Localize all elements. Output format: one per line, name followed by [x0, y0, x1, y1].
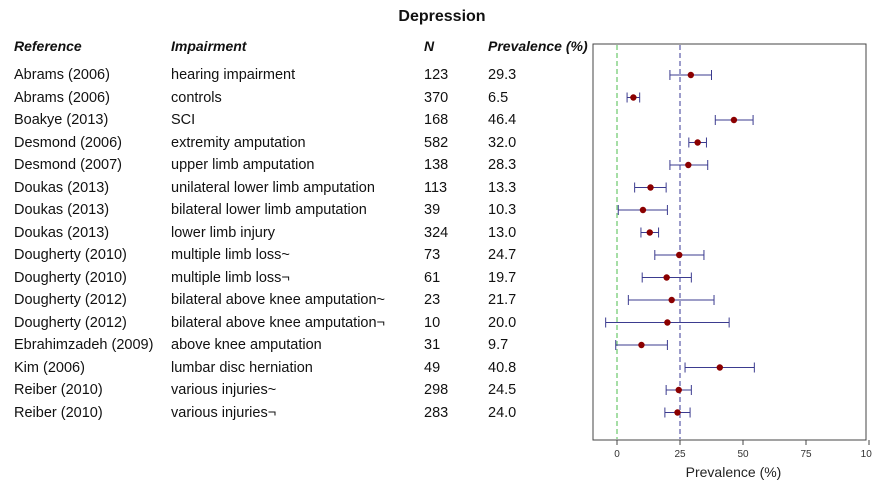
point-estimate	[687, 71, 695, 79]
n-cell: 298	[424, 382, 449, 398]
point-estimate	[730, 116, 738, 124]
x-tick-label: 25	[674, 449, 686, 460]
reference-cell: Ebrahimzadeh (2009)	[14, 337, 154, 353]
reference-cell: Doukas (2013)	[14, 202, 110, 218]
reference-cell: Doukas (2013)	[14, 224, 110, 241]
prevalence-cell: 40.8	[488, 359, 517, 376]
impairment-cell: extremity amputation	[171, 134, 306, 151]
n-cell: 283	[424, 404, 449, 421]
n-cell: 61	[424, 269, 441, 286]
header-reference: Reference	[14, 38, 82, 54]
prevalence-cell: 46.4	[488, 112, 517, 128]
reference-cell: Abrams (2006)	[14, 67, 110, 83]
prevalence-cell: 28.3	[488, 157, 517, 173]
n-cell: 113	[424, 179, 448, 196]
prevalence-cell: 32.0	[488, 134, 517, 151]
impairment-cell: above knee amputation	[171, 337, 322, 353]
point-estimate	[663, 274, 670, 281]
impairment-cell: hearing impairment	[171, 67, 296, 83]
reference-cell: Kim (2006)	[14, 359, 85, 376]
impairment-cell: multiple limb loss¬	[171, 269, 290, 286]
point-estimate	[647, 184, 654, 191]
prevalence-cell: 24.5	[488, 382, 517, 398]
reference-cell: Dougherty (2010)	[14, 269, 127, 286]
point-estimate	[716, 364, 724, 371]
reference-cell: Dougherty (2012)	[14, 292, 127, 308]
point-estimate	[646, 229, 653, 236]
x-tick-label: 100	[861, 449, 872, 460]
x-tick-label: 75	[800, 449, 812, 460]
impairment-cell: various injuries¬	[171, 404, 277, 421]
impairment-cell: multiple limb loss~	[171, 247, 290, 263]
prevalence-cell: 13.3	[488, 179, 517, 196]
prevalence-cell: 19.7	[488, 269, 517, 286]
reference-cell: Reiber (2010)	[14, 382, 103, 398]
point-estimate	[664, 319, 671, 326]
point-estimate	[668, 296, 675, 304]
n-cell: 39	[424, 202, 441, 218]
n-cell: 31	[424, 337, 441, 353]
header-n: N	[424, 38, 435, 54]
reference-cell: Reiber (2010)	[14, 404, 103, 421]
n-cell: 73	[424, 247, 441, 263]
point-estimate	[674, 409, 681, 416]
n-cell: 370	[424, 89, 449, 106]
reference-cell: Desmond (2007)	[14, 157, 122, 173]
n-cell: 138	[424, 157, 449, 173]
point-estimate	[676, 251, 683, 259]
impairment-cell: bilateral lower limb amputation	[171, 202, 367, 218]
point-estimate	[638, 341, 645, 349]
impairment-cell: controls	[171, 89, 222, 106]
prevalence-cell: 20.0	[488, 314, 517, 331]
impairment-cell: unilateral lower limb amputation	[171, 179, 375, 196]
header-prevalence: Prevalence (%)	[488, 38, 588, 54]
prevalence-cell: 9.7	[488, 337, 509, 353]
impairment-cell: bilateral above knee amputation~	[171, 292, 386, 308]
impairment-cell: upper limb amputation	[171, 157, 315, 173]
point-estimate	[694, 139, 701, 146]
prevalence-cell: 13.0	[488, 224, 517, 241]
header-impairment: Impairment	[171, 38, 247, 54]
n-cell: 168	[424, 112, 449, 128]
plot-frame	[592, 43, 867, 441]
point-estimate	[685, 161, 692, 169]
prevalence-cell: 21.7	[488, 292, 517, 308]
chart-title: Depression	[398, 8, 486, 25]
point-estimate	[675, 386, 682, 394]
reference-cell: Desmond (2006)	[14, 134, 122, 151]
point-estimate	[639, 206, 647, 214]
prevalence-cell: 24.0	[488, 404, 517, 421]
n-cell: 23	[424, 292, 441, 308]
point-estimate	[630, 94, 637, 101]
impairment-cell: SCI	[171, 112, 196, 128]
n-cell: 582	[424, 134, 449, 151]
n-cell: 10	[424, 314, 441, 331]
x-tick-label: 0	[614, 449, 620, 460]
x-axis-title: Prevalence (%)	[686, 464, 782, 480]
x-tick-label: 50	[737, 449, 749, 460]
impairment-cell: bilateral above knee amputation¬	[171, 314, 386, 331]
reference-cell: Doukas (2013)	[14, 179, 110, 196]
n-cell: 123	[424, 67, 449, 83]
prevalence-cell: 10.3	[488, 202, 517, 218]
impairment-cell: various injuries~	[171, 382, 277, 398]
reference-cell: Boakye (2013)	[14, 112, 109, 128]
prevalence-cell: 24.7	[488, 247, 517, 263]
prevalence-cell: 29.3	[488, 67, 517, 83]
reference-cell: Abrams (2006)	[14, 89, 110, 106]
impairment-cell: lumbar disc herniation	[171, 359, 313, 376]
impairment-cell: lower limb injury	[171, 224, 275, 241]
reference-cell: Dougherty (2010)	[14, 247, 127, 263]
n-cell: 49	[424, 359, 441, 376]
reference-cell: Dougherty (2012)	[14, 314, 127, 331]
n-cell: 324	[424, 224, 449, 241]
prevalence-cell: 6.5	[488, 89, 509, 106]
